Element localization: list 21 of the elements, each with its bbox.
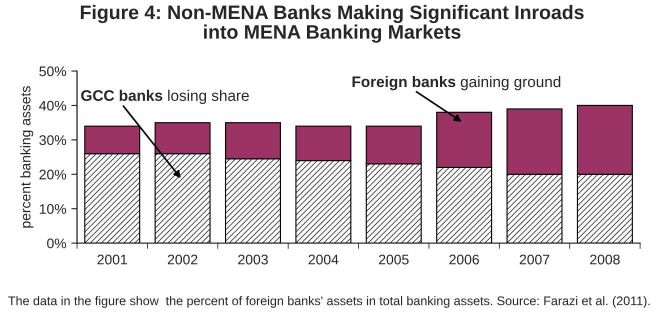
y-tick-label: 40% xyxy=(39,100,66,111)
y-tick-label: 10% xyxy=(40,204,66,214)
chart-title: Figure 4: Non-MENA Banks Making Significant Inroads into MENA Banking Markets xyxy=(80,4,584,43)
y-tick-label: 30% xyxy=(39,135,66,146)
y-tick-label: 50% xyxy=(39,66,66,76)
x-tick-label: 2006 xyxy=(449,254,479,264)
x-tick-label: 2003 xyxy=(238,254,268,264)
text: GCC banks xyxy=(81,90,162,101)
x-tick-label: 2002 xyxy=(168,254,198,264)
text: The data in the figure show the percent of foreign banks' assets in total banking assets. Source: Farazi et al. (2011). xyxy=(8,296,650,308)
annotation: losing share xyxy=(168,90,249,104)
x-tick-label: 2004 xyxy=(308,254,338,264)
x-tick-label: 2001 xyxy=(97,254,127,264)
x-tick-label: 2007 xyxy=(520,254,550,264)
series-label: Foreign banks xyxy=(352,76,456,90)
x-tick-label: 2005 xyxy=(379,254,409,264)
x-tick-label: 2008 xyxy=(590,254,620,264)
y-tick-label: 0% xyxy=(47,238,66,248)
annotation: gaining ground xyxy=(460,76,560,90)
y-axis-title: percent banking assets xyxy=(20,86,34,228)
y-tick-label: 20% xyxy=(40,170,66,180)
